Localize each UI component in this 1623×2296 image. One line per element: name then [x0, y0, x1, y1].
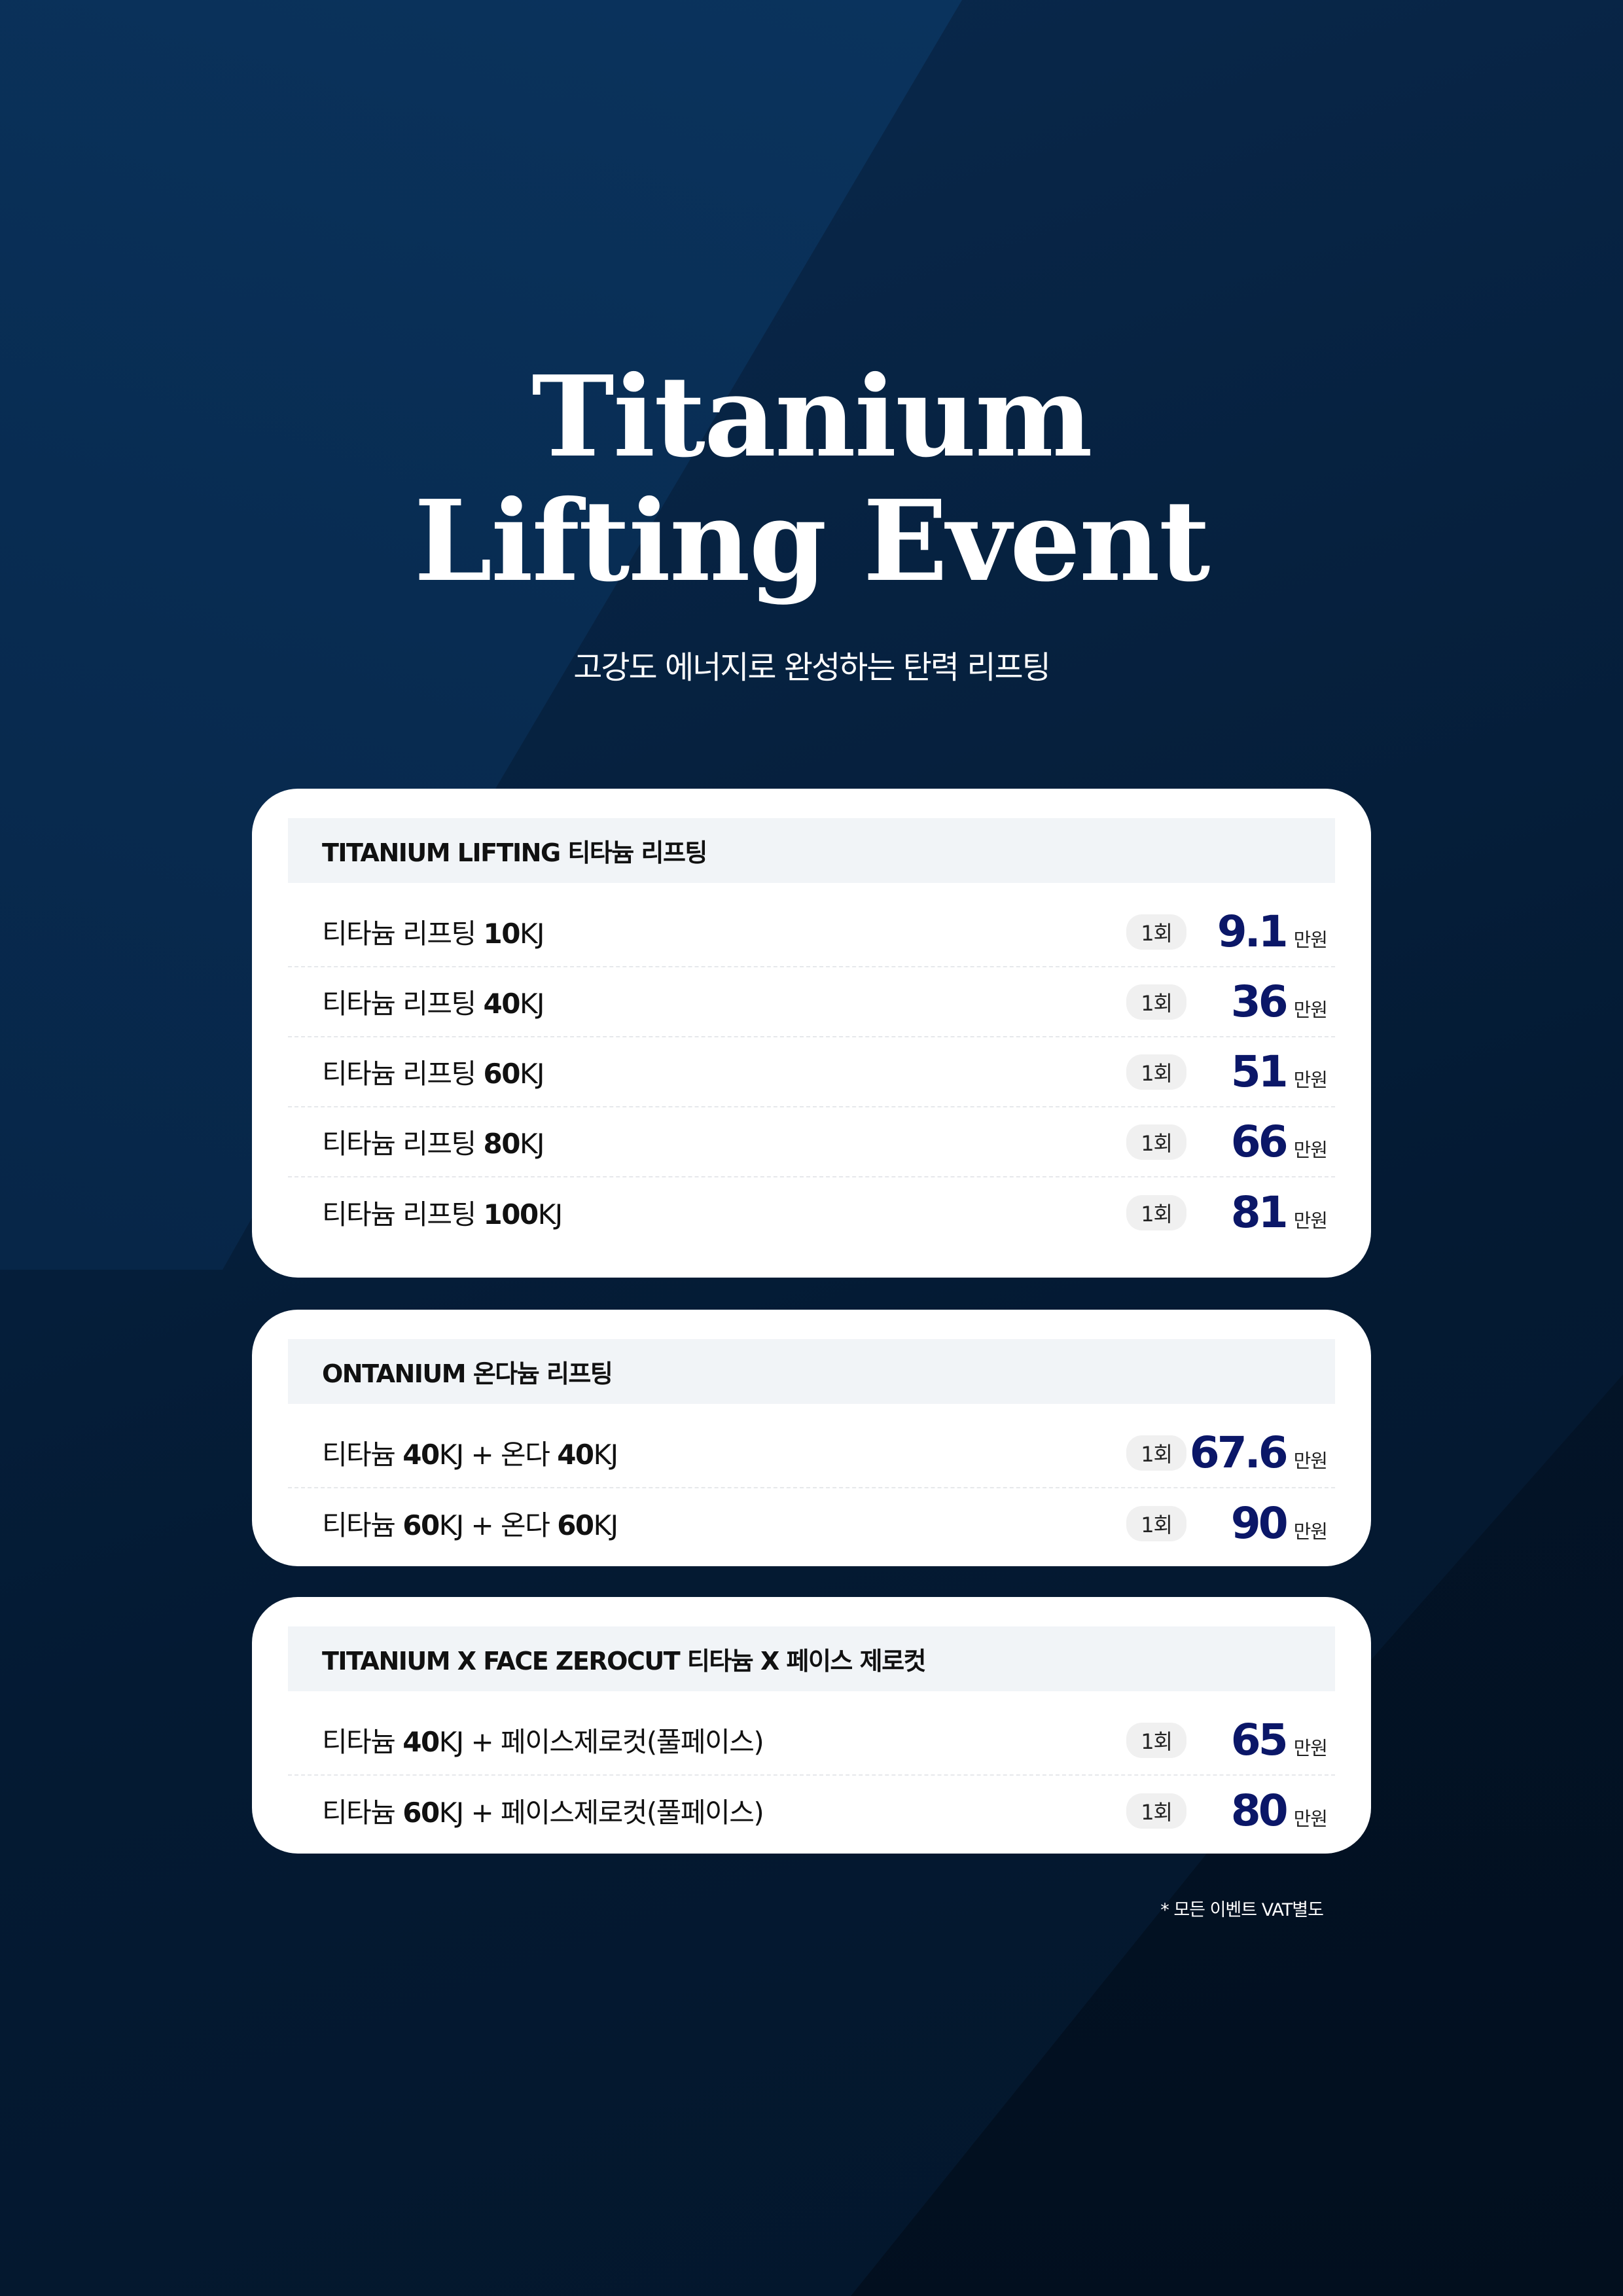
price-unit: 만원 [1293, 1808, 1328, 1830]
sessions-badge: 1회 [1126, 1722, 1186, 1758]
price-row: 티타늄 40KJ + 페이스제로컷(풀페이스) 1회 65 만원 [288, 1706, 1335, 1776]
item-suffix: KJ + 페이스제로컷(풀페이스) [438, 1726, 764, 1758]
price-value: 51 [1230, 1047, 1289, 1097]
price-row: 티타늄 60KJ + 페이스제로컷(풀페이스) 1회 80 만원 [288, 1776, 1335, 1846]
price: 66 만원 [1186, 1117, 1328, 1167]
price-value: 90 [1230, 1498, 1289, 1549]
item-suffix: KJ + 온다 [438, 1509, 558, 1541]
price-card: TITANIUM X FACE ZEROCUT 티타늄 X 페이스 제로컷 티타… [252, 1597, 1371, 1854]
sessions-badge: 1회 [1126, 914, 1186, 950]
subtitle: 고강도 에너지로 완성하는 탄력 리프팅 [573, 649, 1051, 686]
item-energy: 80 [483, 1128, 521, 1160]
item-suffix: KJ + 온다 [438, 1439, 558, 1471]
price-unit: 만원 [1293, 1450, 1328, 1472]
item-prefix: 티타늄 [322, 1797, 403, 1829]
section-title: ONTANIUM 온다늄 리프팅 [322, 1359, 613, 1388]
item-suffix: KJ [520, 1058, 544, 1090]
sessions-badge: 1회 [1126, 1054, 1186, 1090]
treatment-name: 티타늄 리프팅 40KJ [322, 982, 1126, 1022]
price-unit: 만원 [1293, 1139, 1328, 1161]
treatment-name: 티타늄 60KJ + 페이스제로컷(풀페이스) [322, 1791, 1126, 1831]
item-prefix: 티타늄 [322, 1509, 403, 1541]
section-header: TITANIUM LIFTING 티타늄 리프팅 [288, 818, 1335, 883]
price-row: 티타늄 리프팅 40KJ 1회 36 만원 [288, 967, 1335, 1037]
price-value: 36 [1230, 977, 1289, 1027]
item-suffix2: KJ [593, 1509, 618, 1541]
item-suffix2: KJ [593, 1439, 618, 1471]
treatment-name: 티타늄 60KJ + 온다 60KJ [322, 1503, 1126, 1543]
item-prefix: 티타늄 리프팅 [322, 1128, 484, 1160]
item-energy: 40 [402, 1726, 440, 1758]
item-energy: 100 [483, 1198, 539, 1230]
price: 90 만원 [1186, 1498, 1328, 1549]
sessions-badge: 1회 [1126, 1505, 1186, 1541]
price-unit: 만원 [1293, 1520, 1328, 1543]
treatment-name: 티타늄 리프팅 100KJ [322, 1193, 1126, 1232]
price-unit: 만원 [1293, 1737, 1328, 1759]
price-unit: 만원 [1293, 929, 1328, 951]
item-suffix: KJ [520, 988, 544, 1020]
price: 65 만원 [1186, 1715, 1328, 1765]
item-energy: 60 [402, 1509, 440, 1541]
item-prefix: 티타늄 리프팅 [322, 918, 484, 950]
price: 67.6 만원 [1186, 1427, 1328, 1478]
price-value: 9.1 [1217, 906, 1289, 957]
item-prefix: 티타늄 리프팅 [322, 988, 484, 1020]
sessions-badge: 1회 [1126, 1194, 1186, 1230]
price-row: 티타늄 60KJ + 온다 60KJ 1회 90 만원 [288, 1488, 1335, 1558]
price-row: 티타늄 리프팅 100KJ 1회 81 만원 [288, 1177, 1335, 1247]
price: 80 만원 [1186, 1785, 1328, 1836]
section-title: TITANIUM LIFTING 티타늄 리프팅 [322, 838, 707, 867]
item-energy: 40 [483, 988, 521, 1020]
item-energy: 40 [402, 1439, 440, 1471]
item-energy: 60 [402, 1797, 440, 1829]
item-prefix: 티타늄 리프팅 [322, 1058, 484, 1090]
item-prefix: 티타늄 [322, 1726, 403, 1758]
price-unit: 만원 [1293, 999, 1328, 1021]
price-row: 티타늄 리프팅 60KJ 1회 51 만원 [288, 1037, 1335, 1107]
price-row: 티타늄 리프팅 80KJ 1회 66 만원 [288, 1107, 1335, 1177]
price: 9.1 만원 [1186, 906, 1328, 957]
sessions-badge: 1회 [1126, 1124, 1186, 1160]
item-energy: 10 [483, 918, 521, 950]
section-header: TITANIUM X FACE ZEROCUT 티타늄 X 페이스 제로컷 [288, 1626, 1335, 1691]
price-row: 티타늄 40KJ + 온다 40KJ 1회 67.6 만원 [288, 1418, 1335, 1488]
treatment-name: 티타늄 리프팅 60KJ [322, 1052, 1126, 1092]
price-unit: 만원 [1293, 1069, 1328, 1091]
item-prefix: 티타늄 리프팅 [322, 1198, 484, 1230]
item-suffix: KJ [537, 1198, 563, 1230]
item-energy: 60 [483, 1058, 521, 1090]
title-line2: Lifting Event [414, 476, 1211, 607]
treatment-name: 티타늄 40KJ + 페이스제로컷(풀페이스) [322, 1720, 1126, 1760]
sessions-badge: 1회 [1126, 984, 1186, 1020]
item-energy2: 60 [557, 1509, 594, 1541]
price: 51 만원 [1186, 1047, 1328, 1097]
sessions-badge: 1회 [1126, 1793, 1186, 1829]
price-value: 81 [1230, 1187, 1289, 1238]
price: 36 만원 [1186, 977, 1328, 1027]
item-energy2: 40 [557, 1439, 594, 1471]
price-value: 65 [1230, 1715, 1289, 1765]
price-card: TITANIUM LIFTING 티타늄 리프팅 티타늄 리프팅 10KJ 1회… [252, 789, 1371, 1278]
price-row: 티타늄 리프팅 10KJ 1회 9.1 만원 [288, 897, 1335, 967]
treatment-name: 티타늄 40KJ + 온다 40KJ [322, 1433, 1126, 1473]
item-suffix: KJ + 페이스제로컷(풀페이스) [438, 1797, 764, 1829]
section-header: ONTANIUM 온다늄 리프팅 [288, 1339, 1335, 1404]
price-unit: 만원 [1293, 1210, 1328, 1232]
sessions-badge: 1회 [1126, 1435, 1186, 1471]
treatment-name: 티타늄 리프팅 10KJ [322, 912, 1126, 952]
item-prefix: 티타늄 [322, 1439, 403, 1471]
price: 81 만원 [1186, 1187, 1328, 1238]
price-card: ONTANIUM 온다늄 리프팅 티타늄 40KJ + 온다 40KJ 1회 6… [252, 1310, 1371, 1566]
price-value: 80 [1230, 1785, 1289, 1836]
price-value: 66 [1230, 1117, 1289, 1167]
price-value: 67.6 [1189, 1427, 1289, 1478]
vat-footnote: * 모든 이벤트 VAT별도 [1160, 1900, 1324, 1920]
item-suffix: KJ [520, 918, 544, 950]
title-line1: Titanium [531, 351, 1092, 482]
treatment-name: 티타늄 리프팅 80KJ [322, 1122, 1126, 1162]
section-title: TITANIUM X FACE ZEROCUT 티타늄 X 페이스 제로컷 [322, 1647, 927, 1676]
item-suffix: KJ [520, 1128, 544, 1160]
